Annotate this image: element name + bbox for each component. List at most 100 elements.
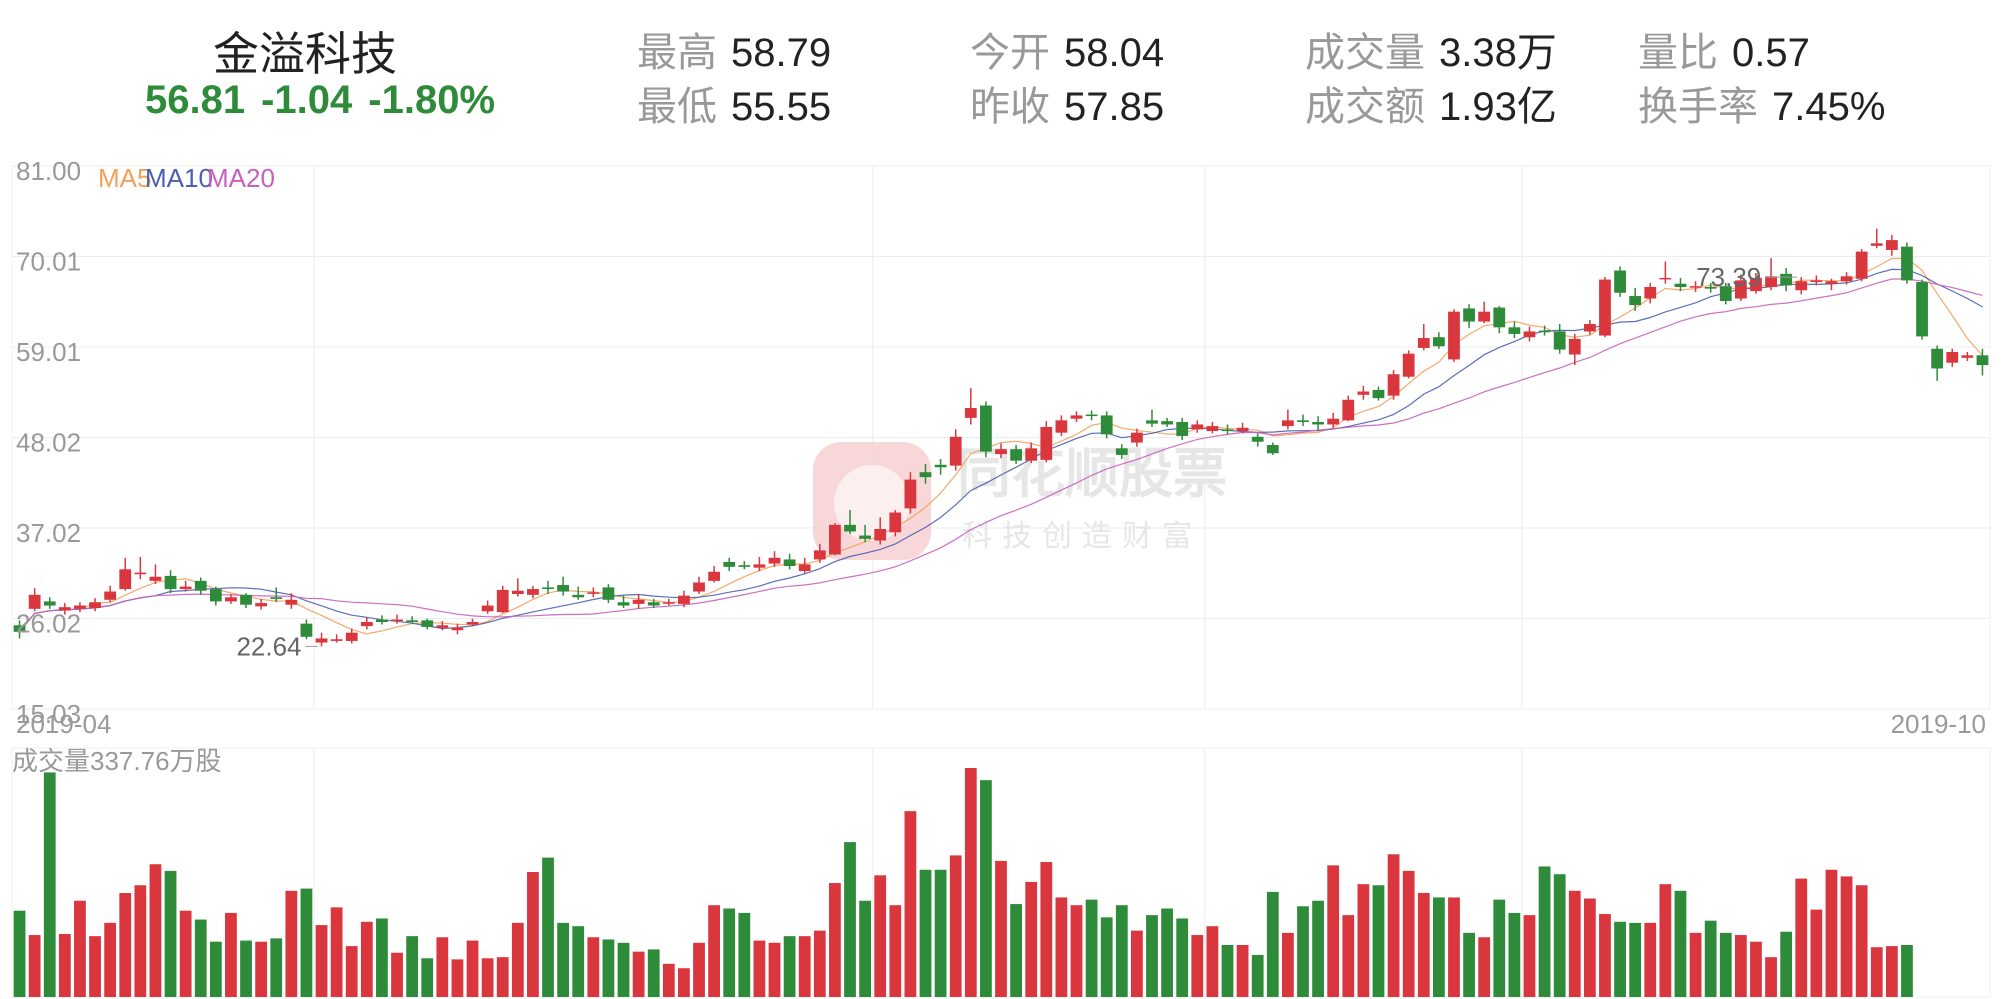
candle-body [1961,355,1974,358]
volume-bar [1825,869,1838,997]
stat-label: 昨收 [970,85,1050,129]
candle-body [587,592,600,594]
volume-bar [1312,900,1324,997]
volume-bar [542,857,554,997]
legend-item-ma10: MA10 [145,163,213,193]
candle-body [798,564,811,571]
candle-body [693,582,705,592]
candle-body [1463,308,1475,322]
candle-body [1885,240,1898,250]
y-tick-label: 15.03 [16,699,81,729]
y-tick-label: 59.01 [16,337,81,367]
stat-volume: 成交量 3.38万 [1305,20,1557,78]
candle-body [1750,277,1762,292]
candle-body [1387,374,1400,396]
volume-bar [949,855,962,997]
volume-bar [511,922,524,997]
volume-bar [1387,854,1400,997]
axis-labels: 81.0070.0159.0148.0237.0226.0215.032019-… [12,156,1986,776]
volume-bar [1417,893,1430,997]
candle-body [1674,283,1687,287]
volume-bar [1810,909,1823,997]
candle-body [1734,280,1747,299]
volume-bar [1629,922,1642,997]
candle-body [421,620,434,627]
stat-turnover-amount: 成交额 1.93亿 [1305,74,1557,132]
volume-bar [345,946,358,997]
candle-body [1538,330,1551,333]
stat-open: 今开 58.04 [970,20,1164,78]
stat-prev-close: 昨收 57.85 [970,74,1164,132]
candle-body [1251,436,1264,442]
candle-body [74,605,86,609]
ma-line-ma20 [19,278,1983,633]
volume-bar [1840,876,1853,997]
volume-bar [1704,920,1717,997]
candle-body [164,575,177,590]
volume-bar [557,922,570,997]
candle-body [859,535,871,539]
volume-bar [964,768,977,997]
volume-bar [1463,932,1475,997]
candle-body [1614,270,1626,293]
candle-body [194,580,207,591]
volume-bar [179,910,192,997]
volume-bar [995,860,1007,997]
candle-body [542,587,554,590]
low-label: 22.64 [236,631,301,661]
candle-body [1644,286,1657,299]
volume-bar [209,941,222,997]
stat-high: 最高 58.79 [637,20,831,78]
candle-body [1568,338,1581,355]
candle-body [1689,286,1702,288]
candle-body [527,589,539,595]
volume-bar [1100,917,1113,997]
volume-bar [255,941,268,997]
volume-bar [693,942,705,997]
volume-bar [1644,922,1657,997]
candle-body [949,436,962,466]
candle-body [1810,280,1823,283]
volume-bar [798,936,811,997]
candle-body [1055,420,1068,433]
volume-bar [1115,905,1128,997]
stat-turnover-rate: 换手率 7.45% [1638,74,1885,132]
volume-bar [1085,899,1098,997]
candle-body [89,602,101,609]
volume-bar [164,870,177,997]
stat-low: 最低 55.55 [637,74,831,132]
candle-body [647,602,660,606]
candle-body [360,621,373,627]
volume-bar [466,940,479,997]
candle-body [406,620,419,622]
volume-bar [89,936,101,997]
candle-body [1508,327,1521,334]
volume-bar [1523,915,1536,997]
volume-bar [1478,937,1491,997]
volume-bars [13,768,1913,997]
candle-body [1901,246,1913,281]
candle-body [270,597,283,599]
candle-body [119,569,132,590]
grid [11,165,1991,998]
volume-bar [225,912,237,997]
candle-body [1478,311,1491,322]
volume-bar [617,942,630,997]
stat-label: 换手率 [1638,85,1758,129]
volume-bar [662,963,675,997]
candle-body [1342,399,1355,421]
volume-bar [1025,881,1038,997]
candle-body [1931,348,1944,369]
volume-bar [527,871,539,997]
stat-label: 成交额 [1305,85,1425,129]
candle-body [844,524,856,532]
volume-bar [13,910,26,997]
volume-bar [1901,945,1913,997]
volume-bar [1342,915,1355,997]
volume-bar [1010,904,1022,997]
volume-bar [1659,884,1672,997]
volume-bar [360,921,373,997]
candle-body [1629,296,1642,306]
volume-bar [1281,932,1294,997]
